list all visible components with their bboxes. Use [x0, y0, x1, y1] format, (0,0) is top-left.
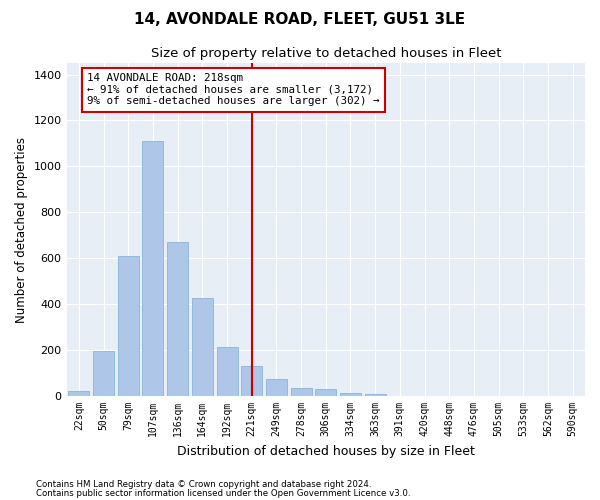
Bar	[315, 389, 336, 396]
Bar	[241, 366, 262, 396]
Text: 14 AVONDALE ROAD: 218sqm
← 91% of detached houses are smaller (3,172)
9% of semi: 14 AVONDALE ROAD: 218sqm ← 91% of detach…	[87, 73, 380, 106]
Title: Size of property relative to detached houses in Fleet: Size of property relative to detached ho…	[151, 48, 501, 60]
Bar	[340, 392, 361, 396]
Bar	[365, 394, 386, 396]
X-axis label: Distribution of detached houses by size in Fleet: Distribution of detached houses by size …	[177, 444, 475, 458]
Y-axis label: Number of detached properties: Number of detached properties	[15, 136, 28, 322]
Bar	[118, 256, 139, 396]
Text: Contains HM Land Registry data © Crown copyright and database right 2024.: Contains HM Land Registry data © Crown c…	[36, 480, 371, 489]
Bar	[290, 388, 311, 396]
Bar	[217, 346, 238, 396]
Bar	[167, 242, 188, 396]
Bar	[266, 379, 287, 396]
Bar	[68, 392, 89, 396]
Bar	[192, 298, 213, 396]
Text: Contains public sector information licensed under the Open Government Licence v3: Contains public sector information licen…	[36, 488, 410, 498]
Text: 14, AVONDALE ROAD, FLEET, GU51 3LE: 14, AVONDALE ROAD, FLEET, GU51 3LE	[134, 12, 466, 28]
Bar	[142, 141, 163, 396]
Bar	[93, 352, 114, 396]
